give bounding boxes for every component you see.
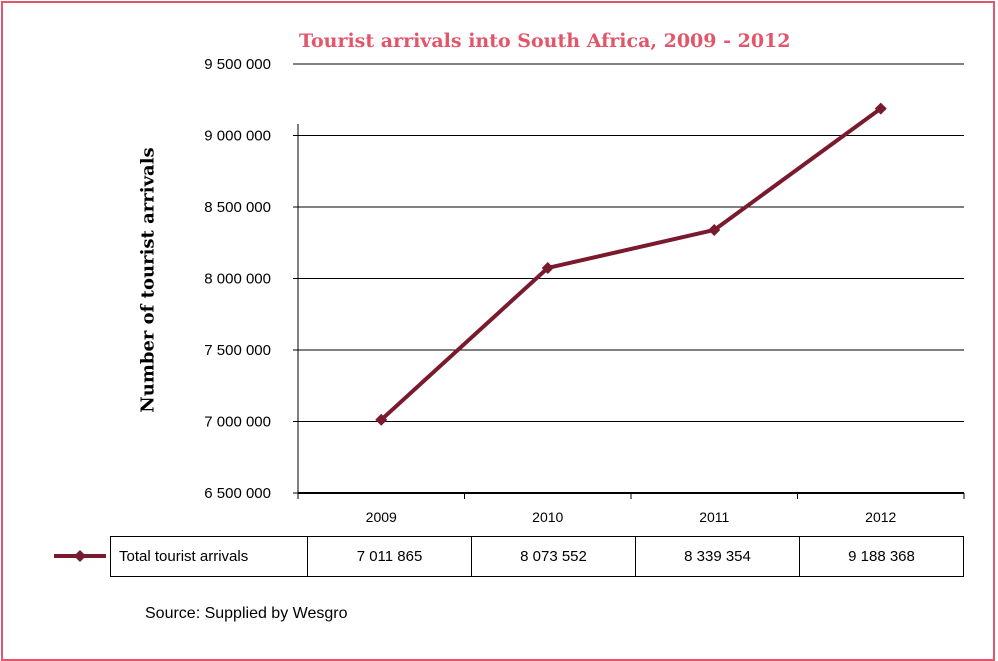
source-note: Source: Supplied by Wesgro xyxy=(145,605,348,622)
table-cell-2010: 8 073 552 xyxy=(471,536,636,577)
series-name-cell: Total tourist arrivals xyxy=(110,536,308,577)
y-tick-label: 7 500 000 xyxy=(204,342,271,359)
y-tick-label: 6 500 000 xyxy=(204,485,271,502)
table-cell-2009: 7 011 865 xyxy=(307,536,472,577)
data-point-marker xyxy=(874,102,887,115)
data-point-marker xyxy=(541,261,554,274)
y-tick-label: 8 000 000 xyxy=(204,271,271,288)
table-cell-2011: 8 339 354 xyxy=(635,536,800,577)
data-point-marker xyxy=(375,413,388,426)
chart-title: Tourist arrivals into South Africa, 2009… xyxy=(299,30,791,52)
table-row: Total tourist arrivals 7 011 865 8 073 5… xyxy=(110,536,964,577)
x-tick-label: 2010 xyxy=(532,509,563,525)
x-tick-label: 2009 xyxy=(366,509,397,525)
y-tick-label: 7 000 000 xyxy=(204,414,271,431)
legend-key-marker xyxy=(54,550,106,562)
y-tick-label: 9 500 000 xyxy=(204,56,271,73)
y-tick-label: 9 000 000 xyxy=(204,128,271,145)
data-point-marker xyxy=(708,223,721,236)
y-tick-label: 8 500 000 xyxy=(204,199,271,216)
table-cell-2012: 9 188 368 xyxy=(799,536,964,577)
data-table: Total tourist arrivals 7 011 865 8 073 5… xyxy=(110,536,964,577)
series-line xyxy=(379,106,882,422)
x-tick-label: 2012 xyxy=(865,509,896,525)
x-tick-label: 2011 xyxy=(699,509,729,525)
